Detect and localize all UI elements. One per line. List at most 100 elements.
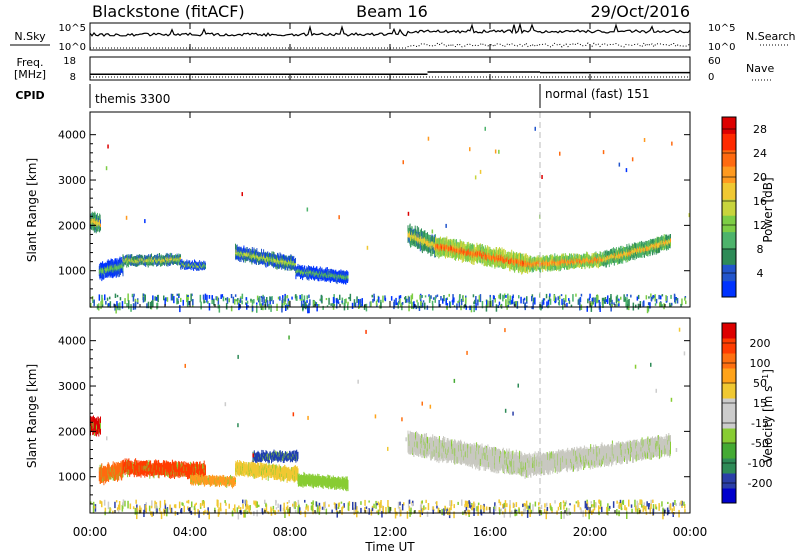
ground-scatter-mark [626,511,628,519]
echo-band-9-mark [608,261,610,268]
ground-scatter-mark [156,508,158,514]
ground-scatter-mark [246,504,249,510]
ground-scatter-mark [676,297,678,301]
nave-label: Nave [746,62,774,75]
ground-scatter-mark [177,298,179,301]
echo-band-4-mark [243,245,245,251]
ground-scatter-mark [609,505,611,509]
ground-scatter-mark [467,502,469,509]
ground-scatter-mark [550,505,552,511]
ground-scatter-mark [503,512,506,518]
ground-scatter-mark [645,506,647,512]
ground-scatter-mark [478,295,481,302]
echo-band-7-mark [507,263,508,268]
ground-scatter-mark [684,509,686,513]
ground-scatter-mark [578,298,580,305]
echo-band-2-mark [123,263,125,267]
echo-band-1-mark [101,463,103,470]
ground-scatter-mark [490,300,492,308]
echo-band-4-mark [256,259,257,265]
ground-scatter-mark [534,297,536,305]
ground-scatter-mark [553,294,555,301]
nave-tick-top: 60 [708,56,721,67]
echo-band-2-mark [178,253,180,258]
ground-scatter-mark [356,296,358,303]
ground-scatter-mark [416,299,418,303]
ground-scatter-mark [106,297,109,301]
echo-band-2-mark [149,262,151,266]
ground-scatter-mark [636,296,639,301]
ground-scatter-mark [301,294,303,301]
ground-scatter-mark [294,501,296,510]
echo-band-3-mark [203,260,205,264]
echo-band-2-mark [179,261,181,265]
ground-scatter-mark [101,294,103,302]
y-tick-label-1: 2000 [58,219,86,232]
echo-band-3-mark [180,266,182,270]
ground-scatter-mark [293,501,295,509]
ground-scatter-mark [512,294,514,299]
ground-scatter-mark [509,508,511,513]
ground-scatter-mark [646,501,648,507]
ground-scatter-mark [588,297,591,301]
isolated-echo-mark [534,126,536,131]
ground-scatter-mark [630,294,632,298]
echo-band-2-mark [170,252,172,257]
ground-scatter-mark [316,304,318,312]
echo-band-4-mark [242,249,244,254]
ground-scatter-mark [183,505,185,513]
ground-scatter-mark [602,297,605,303]
echo-band-4-mark [256,248,258,254]
echo-band-7-mark [503,248,505,256]
ground-scatter-mark [341,507,343,515]
echo-band-5-mark [317,276,319,282]
echo-band-5-mark [314,276,316,280]
ground-scatter-mark [228,503,230,509]
ground-scatter-mark [378,296,380,303]
echo-band-7-mark [455,254,457,261]
ground-scatter-mark [294,294,297,299]
echo-band-8-mark [600,252,602,258]
ground-scatter-mark [572,294,574,302]
ground-scatter-mark [282,295,284,301]
y-tick-label-3: 4000 [58,129,86,142]
ground-scatter-mark [591,300,593,307]
ground-scatter-mark [477,505,479,510]
ground-scatter-mark [237,511,240,520]
ground-scatter-mark [243,510,245,518]
ground-scatter-mark [208,511,210,520]
ground-scatter-mark [494,505,497,512]
ground-scatter-mark [518,508,520,513]
cpid-label: CPID [15,89,44,102]
isolated-echo-mark [105,166,108,171]
ground-scatter-mark [238,299,241,304]
ground-scatter-mark [598,299,600,303]
ground-scatter-mark [577,500,579,508]
ground-scatter-mark [645,295,648,300]
cpid-strip: CPID themis 3300 normal (fast) 151 [15,84,649,108]
echo-band-9-mark [652,249,653,256]
echo-band-3-mark [194,262,195,266]
echo-band-2-mark [157,262,159,266]
ground-scatter-mark [122,499,125,506]
ground-scatter-mark [591,297,594,302]
echo-band-9-mark [636,253,638,258]
ground-scatter-mark [262,302,264,306]
echo-band-2-mark [177,261,179,266]
beam-title: Beam 16 [356,2,428,21]
ground-scatter-mark [303,295,306,304]
ground-scatter-mark [509,295,511,300]
ground-scatter-mark [452,294,454,301]
ground-scatter-mark [680,303,682,307]
ground-scatter-mark [618,300,620,304]
echo-band-5-mark [326,267,328,272]
echo-band-5-mark [325,267,327,272]
echo-band-5-mark [311,266,312,272]
ground-scatter-mark [114,293,117,298]
echo-band-6-mark [430,248,432,257]
ground-scatter-mark [115,306,117,314]
ground-scatter-mark [272,509,275,512]
station-title: Blackstone (fitACF) [92,2,245,21]
echo-band-8-mark [545,265,547,271]
ground-scatter-mark [302,300,305,303]
